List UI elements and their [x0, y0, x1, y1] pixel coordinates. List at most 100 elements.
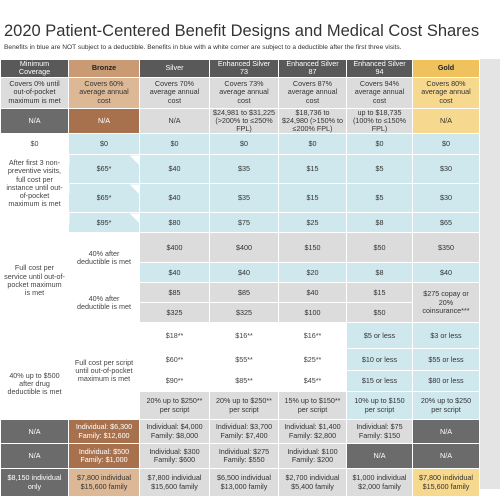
table-cell: $7,800 individual $15,600 family [412, 468, 480, 498]
table-cell: $65* [68, 154, 140, 185]
table-row: N/A Individual: $500 Family: $1,000 Indivi… [0, 443, 480, 470]
table-cell: Full cost per script until out-of-pocket… [68, 322, 140, 421]
table-cell: $90** [139, 370, 210, 393]
table-cell: $15 [278, 183, 347, 214]
table-row: 40% after deductible is met $85 $85 $40 $15 $… [1, 282, 480, 324]
table-cell: $325 [139, 302, 210, 324]
table-cell: $7,800 individual $15,600 family [68, 468, 140, 498]
table-row: 40% after deductible is met $400 $400 $150 $… [1, 232, 480, 284]
table-cell: $0 [209, 133, 279, 156]
table-cell: $0 [346, 133, 413, 156]
table-cell: 40% after deductible is met [68, 232, 140, 284]
cut-column [480, 59, 500, 489]
table-cell: $1,000 individual $2,000 family [346, 468, 413, 498]
table-cell: $50 [346, 302, 413, 324]
table-cell: Individual: $6,300 Family: $12,600 [68, 419, 140, 445]
table-cell: N/A [412, 107, 480, 135]
table-cell: $2,700 individual $5,400 family [278, 468, 347, 498]
table-cell: N/A [0, 107, 69, 135]
table-cell: $5 [346, 154, 413, 185]
column-header: Gold [412, 59, 480, 78]
table-cell: $40 [139, 262, 210, 284]
table-cell: Individual: $4,000 Family: $8,000 [139, 419, 210, 445]
table-cell: Individual: $100 Family: $200 [278, 443, 347, 470]
table-row: $325 $325 $100 $50 [1, 302, 480, 324]
table-cell: $55 or less [412, 348, 480, 372]
table-cell: $18,736 to $24,980 (>150% to ≤200% FPL) [278, 107, 347, 135]
table-row: N/A N/A N/A $24,981 to $31,225 (>200% to ≤2… [0, 107, 480, 135]
table-cell: 10% up to $150 per script [346, 391, 413, 421]
table-cell: N/A [0, 419, 69, 445]
table-cell: $85** [209, 370, 279, 393]
table-cell: $150 [278, 232, 347, 264]
table-cell: $325 [209, 302, 279, 324]
table-cell: $7,800 individual $15,600 family [139, 468, 210, 498]
table-cell: $10 or less [346, 348, 413, 372]
table-cell: Covers 0% until out-of-pocket maximum is… [0, 76, 69, 109]
table-cell: $350 [412, 232, 480, 264]
table-cell: Individual: $1,400 Family: $2,800 [278, 419, 347, 445]
table-cell: Individual: $75 Family: $150 [346, 419, 413, 445]
table-row: Full cost per script until out-of-pocket… [1, 322, 480, 421]
table-row: N/A Individual: $6,300 Family: $12,600 Ind… [0, 419, 480, 445]
table-cell: $5 [346, 183, 413, 214]
table-cell: $55** [209, 348, 279, 372]
table-cell: N/A [0, 443, 69, 470]
table-cell: $35 [209, 154, 279, 185]
table-cell: 40% up to $500 after drug deductible is … [0, 348, 69, 421]
table-cell: $15 [346, 282, 413, 304]
table-cell: Covers 87% average annual cost [278, 76, 347, 109]
table-cell: After first 3 non-preventive visits, ful… [0, 154, 69, 214]
table-cell: $0 [412, 133, 480, 156]
table-cell: $25 [278, 212, 347, 234]
title: 2020 Patient-Centered Benefit Designs an… [4, 22, 480, 40]
table-cell: $95* [68, 212, 140, 234]
table-cell: Covers 80% average annual cost [412, 76, 480, 109]
table-row: After first 3 non-preventive visits, ful… [0, 154, 480, 214]
header-row: Minimum Coverage Bronze Silver Enhanced Sil… [0, 59, 480, 78]
table-cell: N/A [68, 107, 140, 135]
table-cell: $8,150 individual only [0, 468, 69, 498]
table-cell: $45** [278, 370, 347, 393]
table-cell: Covers 94% average annual cost [346, 76, 413, 109]
table-cell: $24,981 to $31,225 (>200% to ≤250% FPL) [209, 107, 279, 135]
column-header: Silver [139, 59, 210, 78]
table-row: 40% up to $500 after drug deductible is … [0, 348, 480, 421]
table-cell: up to $18,735 (100% to ≤150% FPL) [346, 107, 413, 135]
table-cell: $0 [278, 133, 347, 156]
table-cell: $400 [209, 232, 279, 264]
table-row: Covers 0% until out-of-pocket maximum is… [0, 76, 480, 109]
table-cell: $3 or less [412, 322, 480, 350]
table-cell: $8 [346, 262, 413, 284]
table-row: $65* $40 $35 $15 $5 $30 [1, 183, 480, 214]
table-cell: $0 [139, 133, 210, 156]
table-cell: Individual: $275 Family: $550 [209, 443, 279, 470]
table-cell: $85 [209, 282, 279, 304]
table-cell: $400 [139, 232, 210, 264]
table-cell: $40 [412, 262, 480, 284]
table-cell: $40 [278, 282, 347, 304]
table-row: Full cost per service until out-of-pocke… [0, 212, 480, 350]
table-cell: $35 [209, 183, 279, 214]
table-cell: N/A [346, 443, 413, 470]
table-cell: $25** [278, 348, 347, 372]
table-cell: $40 [139, 154, 210, 185]
table-cell: 20% up to $250** per script [139, 391, 210, 421]
column-header: Minimum Coverage [0, 59, 69, 78]
table-cell: N/A [412, 419, 480, 445]
benefit-table: Minimum Coverage Bronze Silver Enhanced Sil… [0, 59, 480, 498]
table-cell: $65* [68, 183, 140, 214]
table-cell: $16** [278, 322, 347, 350]
table-cell: N/A [139, 107, 210, 135]
table-cell: $50 [346, 232, 413, 264]
table-cell: $5 or less [346, 322, 413, 350]
table-cell: $60** [139, 348, 210, 372]
table-cell: $30 [412, 154, 480, 185]
column-header: Bronze [68, 59, 140, 78]
table-cell: $0 [0, 133, 69, 156]
table-cell: 40% after deductible is met [68, 282, 140, 324]
table-row: $8,150 individual only $7,800 individual … [0, 468, 480, 498]
table-cell: $15 [278, 154, 347, 185]
column-header: Enhanced Silver 94 [346, 59, 413, 78]
